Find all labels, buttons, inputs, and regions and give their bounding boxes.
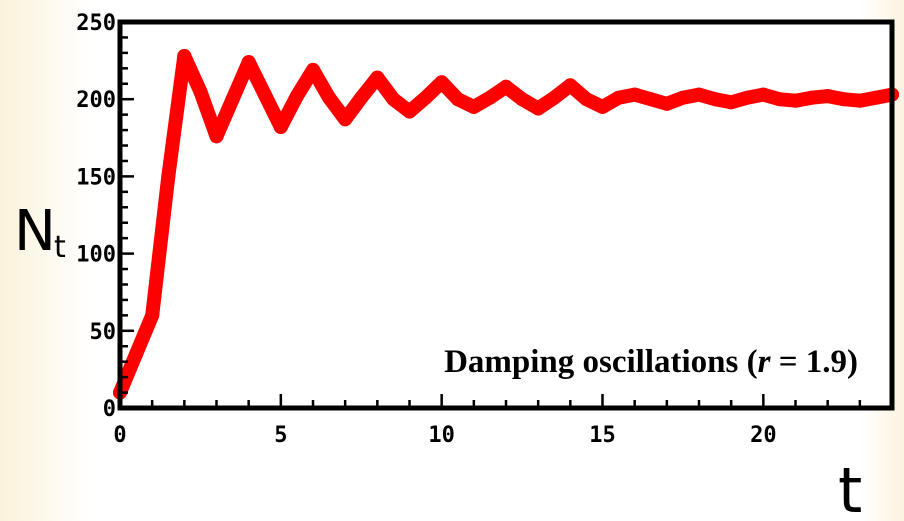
- data-point: [289, 89, 304, 104]
- data-point: [595, 99, 610, 114]
- data-point: [563, 78, 578, 93]
- data-point: [161, 169, 176, 184]
- data-point: [466, 99, 481, 114]
- data-point: [531, 101, 546, 116]
- data-point: [515, 92, 530, 107]
- data-point: [724, 95, 739, 110]
- data-point: [499, 79, 513, 94]
- x-axis-label: t: [838, 454, 862, 521]
- y-tick-label: 0: [103, 397, 116, 422]
- data-point: [209, 129, 224, 144]
- data-point: [804, 90, 819, 105]
- data-point: [418, 90, 433, 105]
- x-tick-label: 10: [428, 423, 455, 448]
- data-point: [354, 90, 369, 105]
- data-point: [788, 93, 803, 108]
- x-axis-ticks: [118, 394, 894, 408]
- y-tick-label: 250: [76, 11, 116, 36]
- data-point: [708, 92, 723, 107]
- data-point: [659, 96, 674, 111]
- data-point: [852, 93, 867, 108]
- data-point: [740, 90, 755, 105]
- data-point: [579, 92, 594, 107]
- y-axis-label: N: [14, 199, 56, 264]
- x-axis-tick-labels: 0 5 10 15 20: [113, 423, 776, 448]
- x-tick-label: 5: [274, 423, 287, 448]
- data-point: [145, 308, 160, 323]
- data-point: [820, 89, 835, 104]
- data-point: [756, 87, 771, 102]
- data-point: [547, 90, 562, 105]
- x-tick-label: 20: [750, 423, 777, 448]
- y-axis-tick-labels: 0 50 100 150 200 250: [76, 11, 116, 422]
- y-tick-label: 50: [90, 320, 117, 345]
- y-tick-label: 150: [76, 165, 116, 190]
- data-point: [772, 92, 787, 107]
- annotation-suffix: = 1.9): [770, 344, 858, 380]
- data-point: [273, 120, 288, 134]
- data-point: [241, 55, 256, 70]
- data-point: [836, 92, 851, 107]
- data-point: [402, 104, 417, 119]
- y-axis-ticks: [120, 20, 134, 410]
- data-point: [434, 75, 449, 90]
- annotation-variable: r: [758, 344, 772, 380]
- y-tick-label: 200: [76, 88, 116, 113]
- data-point: [692, 87, 706, 102]
- y-tick-label: 100: [76, 243, 116, 268]
- data-point: [322, 90, 337, 105]
- annotation: Damping oscillations (r = 1.9): [444, 344, 858, 380]
- data-point: [627, 87, 642, 102]
- y-axis-label-subscript: t: [54, 230, 66, 265]
- data-point: [611, 90, 626, 105]
- data-point: [129, 347, 144, 361]
- x-tick-label: 15: [589, 423, 616, 448]
- data-point: [193, 84, 208, 99]
- data-point: [225, 92, 240, 107]
- data-point: [338, 112, 353, 127]
- x-tick-label: 0: [113, 423, 126, 448]
- data-point: [370, 70, 385, 85]
- data-point: [177, 49, 192, 63]
- data-point: [482, 90, 497, 105]
- data-point: [675, 90, 690, 105]
- annotation-prefix: Damping oscillations (: [444, 344, 758, 380]
- data-point: [643, 92, 658, 107]
- data-point: [450, 92, 465, 107]
- data-point: [386, 92, 401, 107]
- data-point: [257, 87, 272, 102]
- series-layer: [113, 49, 899, 400]
- data-point: [306, 62, 320, 77]
- data-point: [868, 90, 883, 105]
